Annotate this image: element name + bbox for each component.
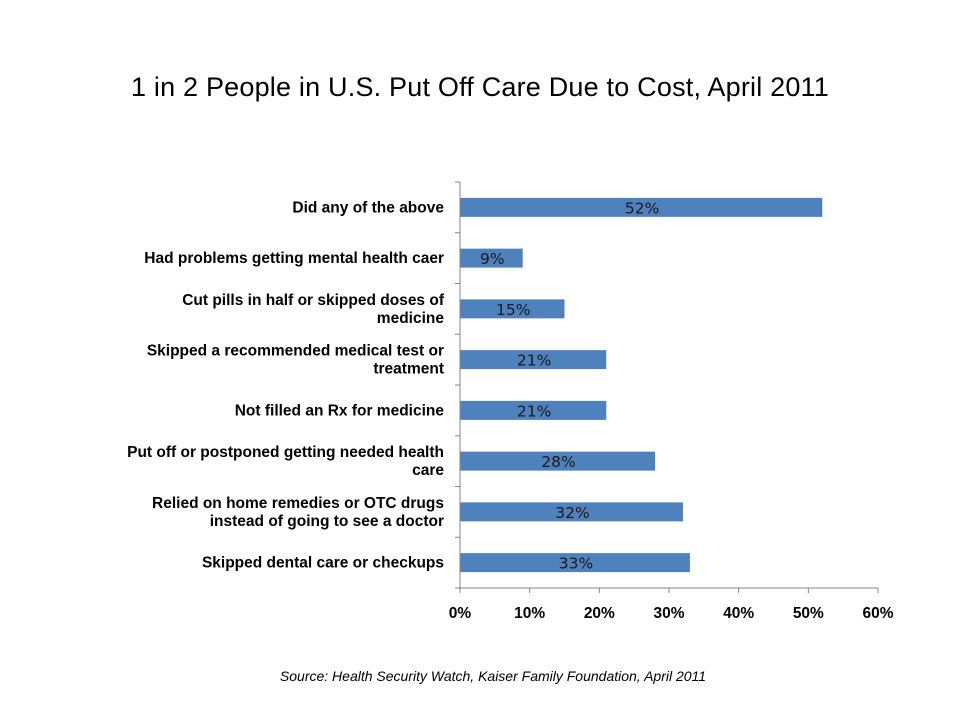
x-tick-label-3: 30% bbox=[653, 605, 684, 622]
category-label-5: Not filled an Rx for medicine bbox=[235, 402, 445, 419]
bar-1 bbox=[460, 197, 823, 217]
x-tick-label-2: 20% bbox=[584, 605, 615, 622]
axes-group bbox=[455, 181, 879, 593]
bar-3 bbox=[460, 299, 565, 319]
bar-7 bbox=[460, 502, 683, 522]
data-label-6: 28% bbox=[541, 453, 575, 471]
data-label-4: 21% bbox=[517, 352, 551, 370]
bar-2 bbox=[460, 248, 523, 268]
chart-title: 1 in 2 People in U.S. Put Off Care Due t… bbox=[131, 72, 829, 102]
bar-4 bbox=[460, 350, 607, 370]
bar-8 bbox=[460, 553, 690, 573]
data-label-5: 21% bbox=[517, 402, 551, 420]
data-labels-group: 52% 9% 15% 21% 21% 28% 32% 33% bbox=[480, 199, 659, 572]
bar-6 bbox=[460, 451, 656, 471]
data-label-8: 33% bbox=[559, 555, 593, 573]
category-label-7: Relied on home remedies or OTC drugs inst… bbox=[152, 495, 444, 530]
x-tick-label-0: 0% bbox=[449, 605, 472, 622]
category-label-1: Did any of the above bbox=[292, 199, 444, 216]
data-label-7: 32% bbox=[555, 504, 589, 522]
bars-group bbox=[460, 197, 823, 573]
category-label-6: Put off or postponed getting needed heal… bbox=[127, 444, 444, 479]
source-note: Source: Health Security Watch, Kaiser Fa… bbox=[279, 668, 707, 684]
data-label-2: 9% bbox=[480, 250, 505, 268]
data-label-3: 15% bbox=[496, 301, 530, 319]
x-tick-label-5: 50% bbox=[793, 605, 824, 622]
category-label-8: Skipped dental care or checkups bbox=[202, 555, 444, 572]
tick-labels-group: 0% 10% 20% 30% 40% 50% 60% bbox=[449, 605, 894, 622]
x-tick-label-1: 10% bbox=[514, 605, 545, 622]
x-tick-label-6: 60% bbox=[862, 605, 893, 622]
bar-5 bbox=[460, 400, 607, 420]
data-label-1: 52% bbox=[625, 199, 659, 217]
x-tick-label-4: 40% bbox=[723, 605, 754, 622]
category-label-2: Had problems getting mental health caer bbox=[144, 250, 444, 267]
category-label-3: Cut pills in half or skipped doses of med… bbox=[182, 292, 445, 327]
category-labels-group: Did any of the above Had problems getting… bbox=[127, 199, 445, 571]
category-label-4: Skipped a recommended medical test or tre… bbox=[147, 343, 444, 378]
